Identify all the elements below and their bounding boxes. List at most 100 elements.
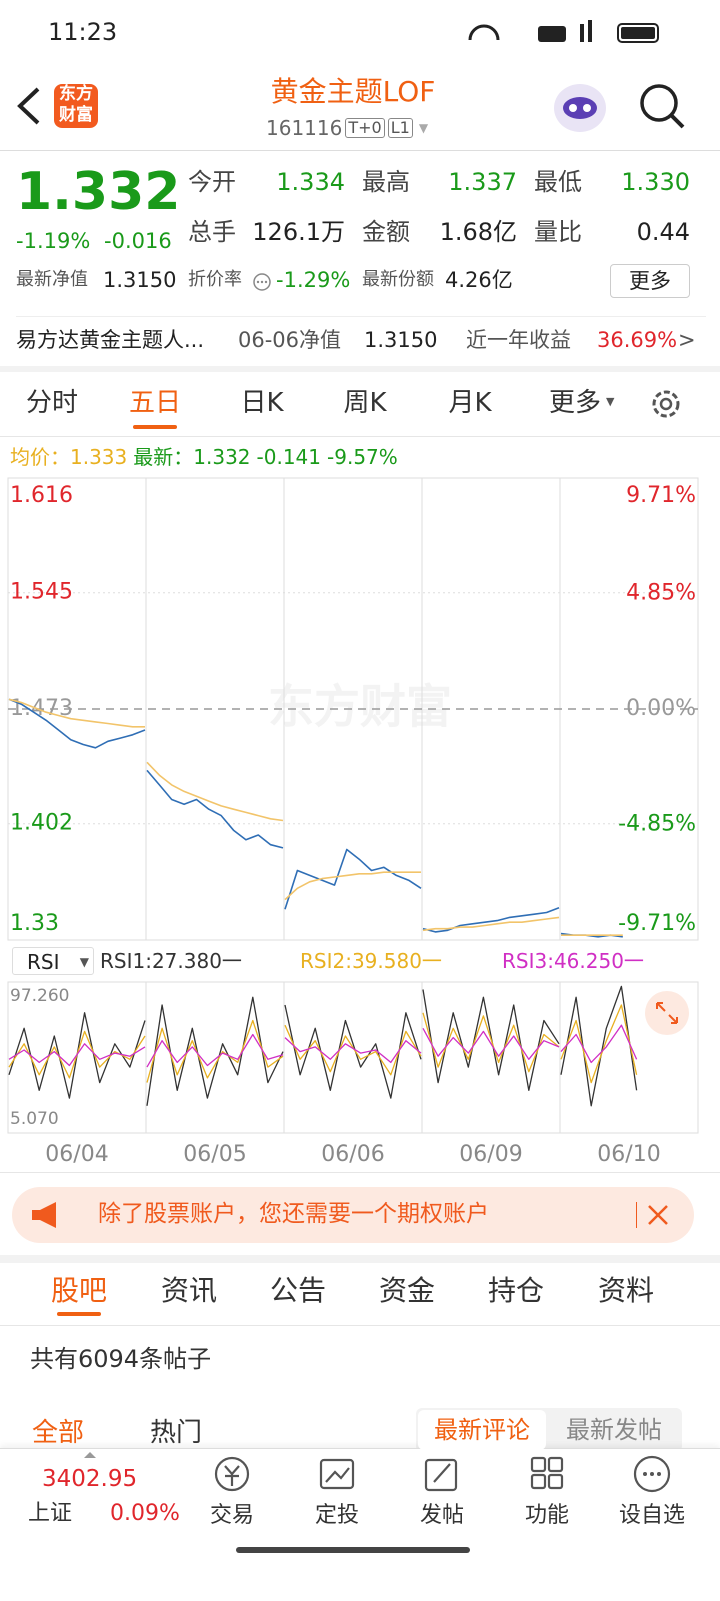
settings-button[interactable] [648, 386, 684, 422]
status-time: 11:23 [48, 18, 118, 46]
avg-value: 1.333 [70, 445, 128, 469]
y-tick-label: 1.33 [10, 911, 59, 936]
tab[interactable]: 日K [240, 388, 284, 418]
divider [16, 316, 706, 317]
divider [0, 150, 720, 151]
stat-value: 1.68亿 [439, 218, 517, 246]
tab[interactable]: 资料 [597, 1274, 654, 1307]
tab-underline [133, 425, 177, 429]
tab[interactable]: 五日 [128, 388, 181, 418]
series-line [284, 1004, 422, 1099]
tab[interactable]: 持仓 [487, 1274, 544, 1307]
chart-legend: 均价： 1.333 最新： 1.332 -0.141 -9.57% [10, 447, 398, 467]
tab[interactable]: 周K [343, 388, 387, 418]
stat-label: 最低 [534, 168, 582, 196]
x-tick-label: 06/06 [321, 1142, 384, 1167]
series-line [8, 698, 145, 728]
tab[interactable]: 分时 [25, 388, 78, 418]
bottom-item[interactable]: 交易 [209, 1503, 254, 1528]
series-line [146, 996, 284, 1106]
bottom-item[interactable]: 定投 [314, 1503, 359, 1528]
fund-name[interactable]: 易方达黄金主题人... [16, 328, 205, 352]
section-gap [0, 366, 720, 372]
index-caret [84, 1452, 96, 1458]
bottom-item[interactable]: 发帖 [419, 1503, 464, 1528]
stat-label: 量比 [534, 218, 582, 246]
avg-label: 均价： [10, 445, 70, 469]
stat-value: 126.1万 [252, 218, 345, 246]
x-tick-label: 06/09 [459, 1142, 522, 1167]
search-button[interactable] [638, 82, 686, 130]
stat-value: 1.334 [276, 168, 345, 196]
y-tick-label: 5.070 [10, 1109, 59, 1129]
sort-tab[interactable]: 最新评论 [418, 1410, 546, 1450]
section-gap [0, 1255, 720, 1263]
bottom-item[interactable]: 设自选 [618, 1503, 685, 1528]
indicator-selector[interactable]: RSI ▼ [12, 947, 94, 975]
tab[interactable]: 全部 [31, 1418, 84, 1448]
sort-tab[interactable]: 最新发帖 [566, 1416, 662, 1444]
tab[interactable]: 月K [448, 388, 492, 418]
banner-close[interactable] [646, 1203, 670, 1227]
series-line [284, 848, 422, 910]
index-value[interactable]: 3402.95 [42, 1466, 138, 1492]
discount-label: 折价率 [188, 269, 242, 290]
y2-tick-label: 0.00% [626, 696, 696, 721]
expand-button[interactable] [645, 991, 689, 1035]
divider [0, 436, 720, 437]
y-tick-label: 1.616 [10, 483, 73, 508]
y2-tick-label: 9.71% [626, 483, 696, 508]
series-line [422, 906, 560, 933]
change: -0.016 [104, 229, 172, 253]
legend-change: -0.141 [256, 445, 322, 469]
post-count: 共有6094条帖子 [30, 1345, 212, 1373]
rsi-frame [7, 981, 699, 1134]
fund-nav-label: 06-06净值 [238, 328, 342, 352]
divider [0, 1325, 720, 1326]
y-tick-label: 1.545 [10, 580, 73, 605]
expand-icon [656, 1002, 678, 1024]
shares-value: 4.26亿 [445, 268, 513, 292]
app-logo: 东方财富 [54, 84, 98, 128]
indicator-name: RSI [27, 950, 60, 974]
series-line [284, 1037, 422, 1064]
rsi-legend-item: RSI2:39.580一 [300, 949, 442, 973]
back-button[interactable] [14, 86, 44, 126]
assistant-icon[interactable] [552, 80, 608, 136]
more-button[interactable]: 更多 [610, 264, 690, 298]
y-tick-label: 1.402 [10, 811, 73, 836]
tab[interactable]: 公告 [269, 1274, 326, 1307]
code-row: 161116 T+0 L1 ▼ [266, 118, 428, 138]
return-value: 36.69% [597, 328, 678, 352]
x-tick-label: 06/10 [597, 1142, 660, 1167]
change-pct: -1.19% [16, 229, 91, 253]
promo-banner[interactable] [12, 1187, 694, 1243]
y2-tick-label: -4.85% [618, 811, 696, 836]
status-icons [468, 20, 659, 43]
bottom-item[interactable]: 功能 [524, 1503, 569, 1528]
rsi-legend-item: RSI1:27.380一 [100, 949, 242, 973]
divider [0, 1172, 720, 1173]
tab-underline [57, 1312, 101, 1316]
rsi-legend-item: RSI3:46.250一 [502, 949, 644, 973]
tab[interactable]: 资金 [378, 1274, 435, 1307]
legend-change-pct: -9.57% [327, 445, 398, 469]
stat-label: 金额 [362, 218, 410, 246]
fund-code: 161116 [266, 116, 343, 140]
tab[interactable]: 资讯 [160, 1274, 217, 1307]
return-arrow[interactable]: > [678, 328, 696, 352]
badge: L1 [387, 118, 413, 138]
series-line [284, 1024, 422, 1076]
stat-value: 1.337 [448, 168, 517, 196]
tab[interactable]: 更多 [548, 388, 601, 418]
badge: T+0 [345, 118, 385, 138]
bottom-bar [0, 1448, 720, 1601]
info-icon[interactable] [252, 272, 272, 292]
index-name: 上证 [28, 1501, 73, 1526]
index-change: 0.09% [110, 1501, 180, 1526]
tab[interactable]: 热门 [149, 1418, 202, 1448]
dropdown-caret[interactable]: ▼ [418, 121, 429, 135]
tab[interactable]: 股吧 [50, 1274, 107, 1307]
more-caret: ▼ [606, 395, 615, 408]
